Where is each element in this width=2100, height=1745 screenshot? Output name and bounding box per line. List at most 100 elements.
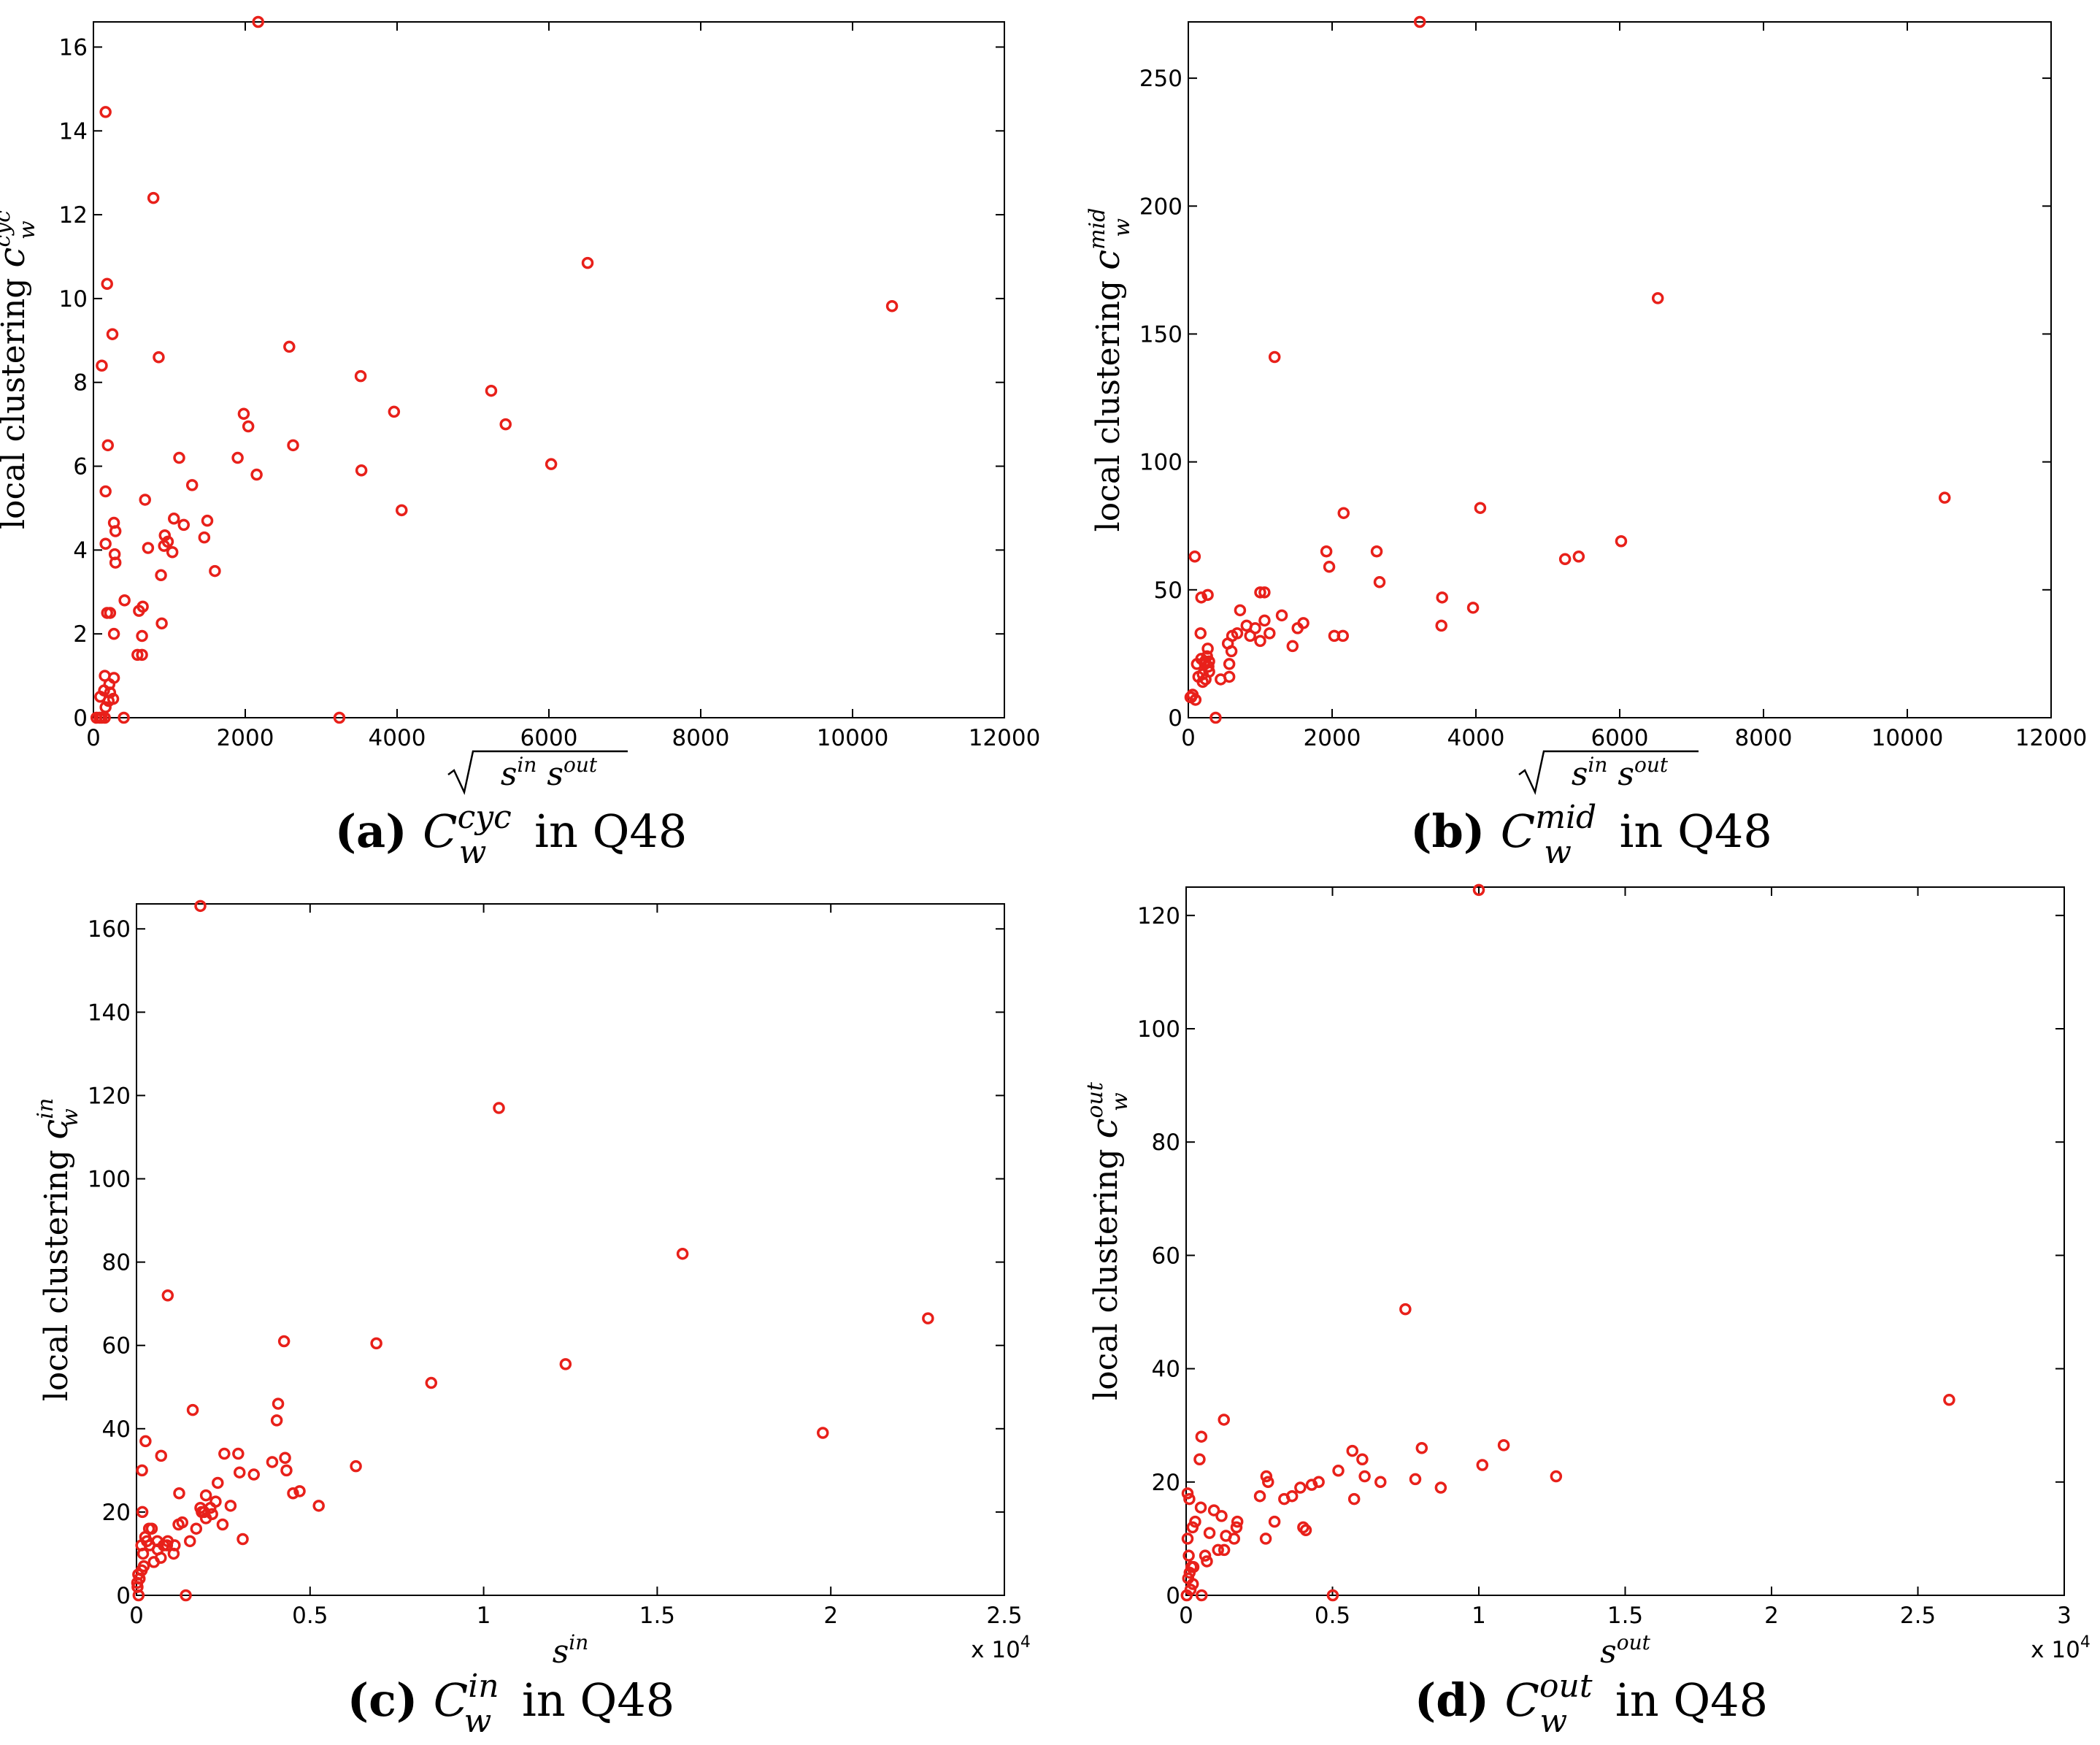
data-point	[142, 542, 155, 554]
svg-text:sout: sout	[1600, 1630, 1650, 1671]
data-point	[1399, 1303, 1412, 1316]
data-point	[133, 605, 145, 617]
data-point	[1558, 553, 1572, 566]
data-point	[172, 1518, 185, 1531]
data-point	[581, 256, 594, 269]
y-tick-label: 2	[73, 621, 88, 648]
data-point	[1370, 545, 1383, 558]
data-point	[370, 1337, 382, 1350]
data-point	[1231, 1515, 1244, 1528]
data-point	[1234, 604, 1247, 617]
data-point	[1189, 1515, 1201, 1528]
x-tick-label: 0.5	[292, 1603, 328, 1629]
y-tick-label: 0	[1168, 705, 1182, 732]
data-point	[1258, 614, 1271, 627]
x-tick-label: 12000	[969, 725, 1041, 751]
data-point	[1215, 673, 1227, 686]
x-tick-label: 10000	[1872, 725, 1944, 751]
data-point	[102, 694, 115, 707]
data-point	[1195, 591, 1207, 604]
chart-panel-3: 0 0.5 1 1.5 2 2.5 0 20 40 60 80 100 120 140 160 x 104 lo…	[33, 900, 1031, 1740]
data-point	[201, 514, 214, 527]
data-point	[1476, 1459, 1489, 1471]
data-point	[1294, 1481, 1307, 1494]
y-tick-label: 100	[88, 1167, 131, 1193]
data-point	[1415, 1441, 1428, 1454]
data-point	[166, 545, 179, 559]
axes-frame	[1185, 886, 2065, 1596]
data-point	[185, 479, 199, 491]
data-point	[1472, 883, 1485, 897]
data-point	[1312, 1476, 1325, 1489]
data-point	[1299, 1524, 1312, 1537]
data-point	[1183, 1566, 1196, 1579]
data-point	[1203, 1527, 1216, 1539]
data-point	[118, 711, 130, 724]
data-point	[676, 1247, 689, 1260]
data-point	[106, 328, 119, 340]
data-point	[333, 711, 346, 724]
data-point	[1195, 1430, 1208, 1443]
x-tick-label: 2000	[1304, 725, 1361, 751]
data-point	[216, 1518, 229, 1531]
data-point	[199, 1512, 212, 1525]
data-point	[1332, 1465, 1345, 1477]
data-point	[1435, 619, 1447, 632]
data-point	[1323, 561, 1336, 573]
data-point	[1466, 602, 1480, 614]
data-point	[355, 464, 368, 477]
data-point	[147, 191, 160, 204]
scatter-series	[1184, 15, 1951, 724]
x-tick-label: 4000	[369, 725, 426, 751]
scatter-series	[90, 15, 899, 724]
y-tick-label: 6	[73, 454, 88, 480]
data-point	[177, 518, 191, 532]
data-point	[1938, 491, 1951, 504]
x-tick-label: 6000	[520, 725, 578, 751]
data-point	[232, 1447, 245, 1460]
data-point	[218, 1447, 231, 1460]
x-tick-label: 10000	[817, 725, 889, 751]
data-point	[1201, 643, 1214, 655]
data-point	[1184, 691, 1197, 704]
data-point	[1572, 551, 1585, 563]
data-point	[131, 1576, 144, 1589]
panel-caption: (d) Cout w in Q48	[1415, 1668, 1768, 1740]
data-point	[493, 1102, 505, 1114]
data-point	[1373, 576, 1386, 588]
data-point	[1253, 1489, 1266, 1503]
x-tick-label: 0	[1181, 725, 1196, 751]
y-tick-label: 0	[1166, 1583, 1180, 1609]
data-point	[190, 1522, 203, 1535]
data-point	[1264, 627, 1276, 640]
data-point	[279, 1451, 291, 1464]
data-point	[1196, 1589, 1208, 1602]
data-point	[136, 648, 148, 661]
data-point	[99, 537, 112, 550]
data-point	[1212, 1543, 1224, 1557]
data-point	[173, 1487, 185, 1500]
data-point	[1228, 1533, 1241, 1545]
data-point	[1374, 1476, 1387, 1489]
y-tick-label: 10	[59, 286, 88, 312]
x-tick-label: 0	[129, 1603, 144, 1629]
data-point	[186, 1403, 199, 1416]
x-tick-label: 2.5	[1900, 1603, 1936, 1629]
chart-panel-4: 0 0.5 1 1.5 2 2.5 3 0 20 40 60 80 100 120 x 104 local c…	[1082, 883, 2091, 1740]
y-axis-label: local clustering cinw	[33, 1098, 83, 1401]
data-point	[224, 1500, 237, 1512]
data-point	[101, 439, 115, 452]
x-tick-label: 1	[477, 1603, 491, 1629]
data-point	[922, 1312, 934, 1324]
axes-frame	[93, 21, 1005, 718]
data-point	[147, 1556, 161, 1568]
x-tick-label: 6000	[1591, 725, 1649, 751]
x-axis-label: sin sout	[1518, 750, 1699, 795]
x-tick-label: 4000	[1447, 725, 1505, 751]
data-point	[139, 1435, 152, 1448]
data-point	[1209, 711, 1222, 724]
y-axis-label: local clustering ccycw	[0, 210, 40, 529]
data-point	[293, 1485, 306, 1497]
data-point	[1278, 1492, 1291, 1506]
data-point	[118, 594, 131, 607]
